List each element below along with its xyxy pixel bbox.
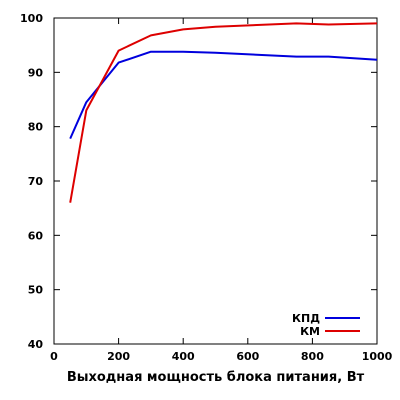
series-line-2 xyxy=(69,22,378,203)
x-axis-ticks: 0 200 400 600 800 1000 xyxy=(50,18,393,363)
x-axis-title: Выходная мощность блока питания, Вт xyxy=(67,370,365,385)
legend-label: КПД xyxy=(292,312,320,325)
x-tick-label: 0 xyxy=(50,350,58,363)
y-tick-label: 90 xyxy=(28,66,44,79)
y-axis-ticks: 40 50 60 70 80 90 100 xyxy=(20,12,377,351)
x-tick-label: 200 xyxy=(107,350,130,363)
y-tick-label: 80 xyxy=(28,121,44,134)
series-layer xyxy=(69,22,378,203)
x-tick-label: 600 xyxy=(236,350,259,363)
x-tick-label: 1000 xyxy=(362,350,393,363)
x-tick-label: 400 xyxy=(172,350,195,363)
y-tick-label: 50 xyxy=(28,284,44,297)
legend-label: КМ xyxy=(300,325,320,338)
y-tick-label: 100 xyxy=(20,12,43,25)
x-tick-label: 800 xyxy=(301,350,324,363)
series-line-1 xyxy=(69,50,378,140)
y-tick-label: 70 xyxy=(28,175,44,188)
y-tick-label: 40 xyxy=(28,338,44,351)
y-tick-label: 60 xyxy=(28,229,44,242)
plot-frame xyxy=(53,17,378,345)
